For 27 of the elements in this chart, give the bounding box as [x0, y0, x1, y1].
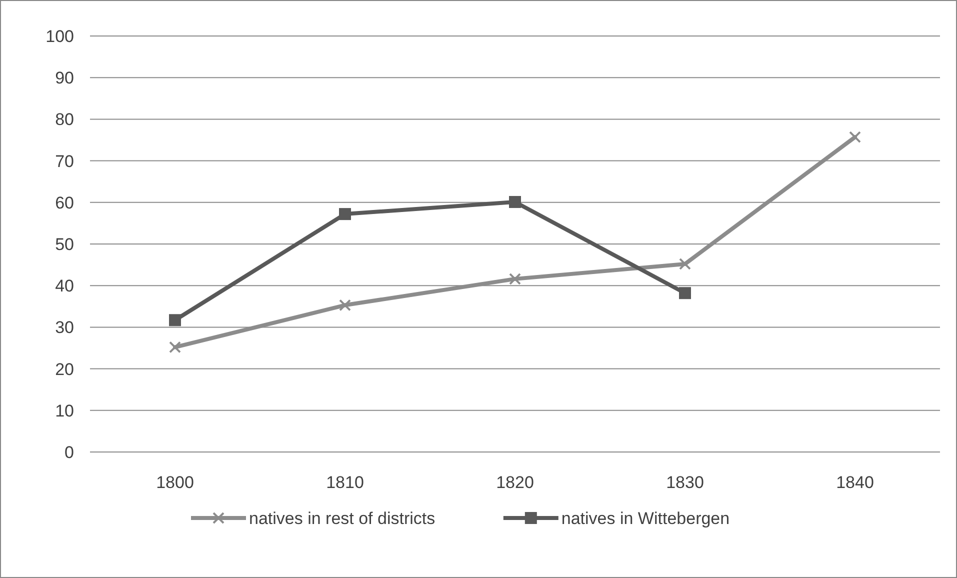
- x-tick-label: 1830: [666, 473, 704, 492]
- y-tick-label: 90: [55, 68, 74, 88]
- x-tick-label: 1800: [156, 473, 194, 492]
- point: [679, 258, 691, 270]
- y-tick-label: 40: [55, 276, 74, 296]
- point: [169, 341, 181, 354]
- point: [339, 299, 351, 312]
- point: [509, 196, 521, 208]
- y-tick-label: 60: [55, 193, 74, 212]
- point: [509, 272, 521, 285]
- point: [169, 314, 181, 326]
- x-tick-label: 1840: [836, 473, 874, 492]
- y-tick-label: 30: [55, 318, 74, 338]
- y-tick-label: 0: [64, 443, 74, 462]
- x-tick-label: 1810: [326, 473, 364, 492]
- y-tick-label: 100: [46, 27, 74, 46]
- legend-label: natives in Wittebergen: [561, 509, 730, 528]
- point: [679, 287, 691, 300]
- y-tick-label: 50: [55, 235, 74, 254]
- y-tick-label: 80: [55, 110, 74, 130]
- y-tick-label: 20: [55, 360, 74, 379]
- y-tick-label: 10: [55, 401, 74, 420]
- point: [849, 131, 861, 144]
- y-tick-label: 70: [55, 152, 74, 171]
- point: [339, 208, 351, 220]
- x-tick-label: 1820: [496, 473, 534, 492]
- legend-label: natives in rest of districts: [249, 509, 436, 528]
